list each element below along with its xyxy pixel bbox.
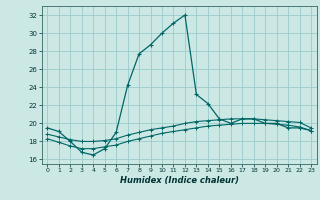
X-axis label: Humidex (Indice chaleur): Humidex (Indice chaleur) bbox=[120, 176, 239, 185]
